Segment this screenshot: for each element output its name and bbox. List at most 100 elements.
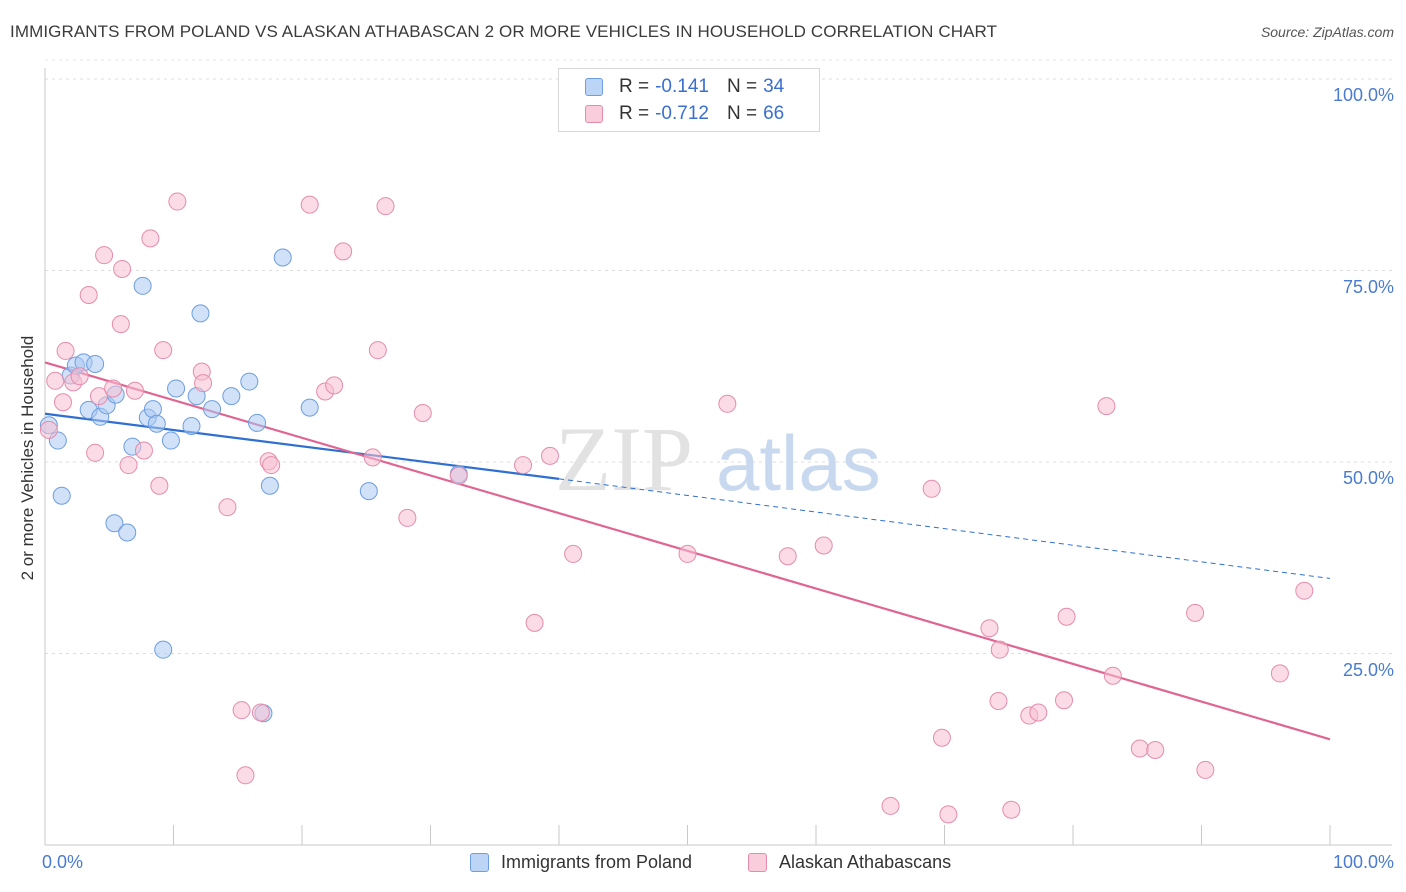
point-athabascan <box>53 393 72 412</box>
legend-n-label: N = <box>726 76 758 97</box>
point-athabascan <box>449 466 468 485</box>
point-athabascan <box>218 498 237 517</box>
point-poland <box>118 523 137 542</box>
point-athabascan <box>168 192 187 211</box>
point-poland <box>248 413 267 432</box>
point-poland <box>147 414 166 433</box>
point-poland <box>240 372 259 391</box>
point-athabascan <box>119 456 138 475</box>
point-poland <box>203 400 222 419</box>
y-tick-label: 100.0% <box>1332 85 1394 105</box>
point-athabascan <box>1146 741 1165 760</box>
legend-r-label: R = <box>619 103 650 124</box>
y-axis-label: 2 or more Vehicles in Household <box>18 335 37 581</box>
point-athabascan <box>1186 603 1205 622</box>
point-athabascan <box>1130 739 1149 758</box>
point-athabascan <box>113 259 132 278</box>
point-poland <box>359 482 378 501</box>
y-tick-label: 50.0% <box>1342 468 1394 488</box>
point-athabascan <box>236 766 255 785</box>
point-athabascan <box>1002 800 1021 819</box>
point-poland <box>154 640 173 659</box>
point-athabascan <box>1295 581 1314 600</box>
point-athabascan <box>678 544 697 563</box>
legend-n-value: 66 <box>763 103 785 124</box>
legend-swatch-athabascan <box>585 105 603 123</box>
point-athabascan <box>814 536 833 555</box>
y-tick-label: 25.0% <box>1342 659 1394 680</box>
point-athabascan <box>134 441 153 460</box>
point-athabascan <box>150 476 169 495</box>
legend-r-value: -0.712 <box>655 103 709 124</box>
point-athabascan <box>232 701 251 720</box>
legend-item-athabascan[interactable]: Alaskan Athabascans <box>748 852 951 873</box>
point-athabascan <box>989 691 1008 710</box>
point-poland <box>52 486 71 505</box>
point-athabascan <box>368 341 387 360</box>
point-poland <box>191 304 210 323</box>
point-athabascan <box>922 479 941 498</box>
point-athabascan <box>141 229 160 248</box>
point-athabascan <box>79 286 98 305</box>
point-athabascan <box>300 195 319 214</box>
point-athabascan <box>525 613 544 632</box>
point-athabascan <box>778 547 797 566</box>
chart-title: IMMIGRANTS FROM POLAND VS ALASKAN ATHABA… <box>10 22 998 41</box>
gridlines <box>45 59 1392 654</box>
point-athabascan <box>363 448 382 467</box>
point-athabascan <box>95 246 114 265</box>
point-athabascan <box>194 374 213 393</box>
point-athabascan <box>1196 760 1215 779</box>
point-athabascan <box>990 640 1009 659</box>
point-poland <box>105 514 124 533</box>
legend-row-athabascan: R = -0.712 N = 66 <box>585 103 784 125</box>
watermark-zip: ZIP <box>555 408 693 510</box>
point-athabascan <box>398 508 417 527</box>
legend-swatch-poland <box>585 78 603 96</box>
legend-row-poland: R = -0.141 N = 34 <box>585 76 784 98</box>
legend-n-label: N = <box>726 103 758 124</box>
x-tick-label-min: 0.0% <box>42 852 84 872</box>
point-athabascan <box>325 376 344 395</box>
point-athabascan <box>1097 397 1116 416</box>
stats-legend: R = -0.141 N = 34 R = -0.712 N = 66 <box>558 68 820 132</box>
point-athabascan <box>541 446 560 465</box>
point-athabascan <box>376 197 395 216</box>
point-poland <box>86 354 105 373</box>
point-athabascan <box>111 315 130 334</box>
watermark-atlas: atlas <box>716 419 881 507</box>
point-athabascan <box>70 367 89 386</box>
legend-item-poland[interactable]: Immigrants from Poland <box>470 852 692 873</box>
point-poland <box>273 248 292 267</box>
source-credit: Source: ZipAtlas.com <box>1260 24 1394 40</box>
point-athabascan <box>89 387 108 406</box>
point-athabascan <box>262 456 281 475</box>
legend-n-value: 34 <box>763 76 785 97</box>
point-athabascan <box>154 341 173 360</box>
point-athabascan <box>718 394 737 413</box>
point-poland <box>300 398 319 417</box>
point-athabascan <box>46 371 65 390</box>
point-athabascan <box>1055 691 1074 710</box>
legend-r-value: -0.141 <box>655 76 709 97</box>
axes <box>44 68 1392 846</box>
point-athabascan <box>413 403 432 422</box>
point-athabascan <box>1057 607 1076 626</box>
data-points <box>39 192 1314 824</box>
point-athabascan <box>980 619 999 638</box>
legend-swatch-poland <box>470 853 489 872</box>
point-poland <box>222 387 241 406</box>
point-poland <box>167 379 186 398</box>
point-athabascan <box>939 805 958 824</box>
point-athabascan <box>1029 703 1048 722</box>
point-poland <box>161 431 180 450</box>
trend-line-poland-extension <box>558 478 1331 579</box>
legend-r-label: R = <box>619 76 650 97</box>
point-athabascan <box>881 796 900 815</box>
point-poland <box>260 476 279 495</box>
point-athabascan <box>932 728 951 747</box>
legend-label-poland: Immigrants from Poland <box>501 852 693 872</box>
point-athabascan <box>1103 666 1122 685</box>
watermark: ZIP atlas <box>555 408 881 510</box>
